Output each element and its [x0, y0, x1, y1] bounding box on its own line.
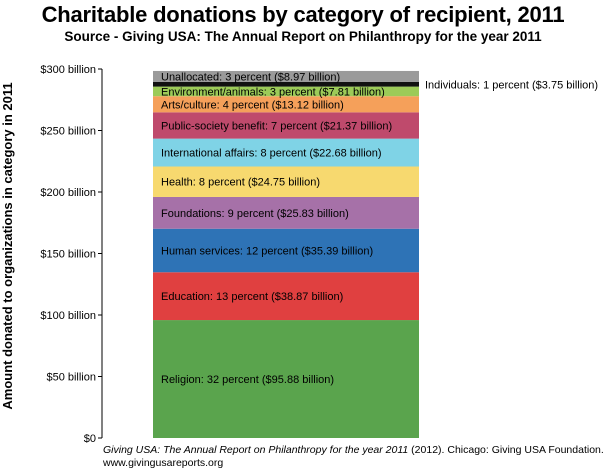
segment-label: Individuals: 1 percent ($3.75 billion)	[425, 79, 598, 91]
segment-label: Foundations: 9 percent ($25.83 billion)	[161, 208, 349, 220]
segment-label: International affairs: 8 percent ($22.68…	[161, 148, 382, 160]
bar-segment	[153, 166, 419, 197]
bar-segment	[153, 96, 419, 113]
bar-segment	[153, 86, 419, 97]
stacked-bar	[153, 70, 419, 438]
segment-label: Education: 13 percent ($38.87 billion)	[161, 291, 343, 303]
y-tick-label: $150 billion	[40, 249, 96, 261]
bar-segment	[153, 112, 419, 139]
y-tick-label: $50 billion	[46, 372, 96, 384]
segment-label: Unallocated: 3 percent ($8.97 billion)	[161, 71, 340, 83]
segment-label: Arts/culture: 4 percent ($13.12 billion)	[161, 99, 344, 111]
bar-segment	[153, 228, 419, 273]
bar-segment	[153, 196, 419, 229]
y-axis-ticks: $0 $50 billion $100 billion $150 billion $20…	[40, 64, 102, 445]
segment-label: Public-society benefit: 7 percent ($21.3…	[161, 120, 392, 132]
y-tick-label: $200 billion	[40, 187, 96, 199]
y-axis-label: Amount donated to organizations in categ…	[0, 82, 15, 409]
chart-subtitle: Source - Giving USA: The Annual Report o…	[64, 29, 542, 44]
chart-title: Charitable donations by category of reci…	[41, 2, 565, 27]
y-tick-label: $300 billion	[40, 64, 96, 76]
y-tick-label: $100 billion	[40, 310, 96, 322]
bar-segment	[153, 81, 419, 87]
segment-labels: Religion: 32 percent ($95.88 billion) Edu…	[161, 71, 598, 386]
bar-segment	[153, 320, 419, 438]
segment-label: Health: 8 percent ($24.75 billion)	[161, 177, 320, 189]
segment-label: Human services: 12 percent ($35.39 billi…	[161, 245, 373, 257]
segment-label: Environment/animals: 3 percent ($7.81 bi…	[161, 86, 385, 98]
segment-label: Religion: 32 percent ($95.88 billion)	[161, 374, 334, 386]
bar-segment	[153, 138, 419, 167]
bar-segment	[153, 272, 419, 321]
bar-segment	[153, 70, 419, 82]
source-caption-title: Giving USA: The Annual Report on Philant…	[103, 444, 409, 456]
source-url: www.givingusareports.org	[103, 457, 224, 469]
y-tick-label: $250 billion	[40, 126, 96, 138]
y-tick-label: $0	[84, 433, 96, 445]
source-caption: Giving USA: The Annual Report on Philant…	[103, 444, 604, 456]
source-caption-publisher: (2012). Chicago: Giving USA Foundation.	[408, 444, 604, 456]
